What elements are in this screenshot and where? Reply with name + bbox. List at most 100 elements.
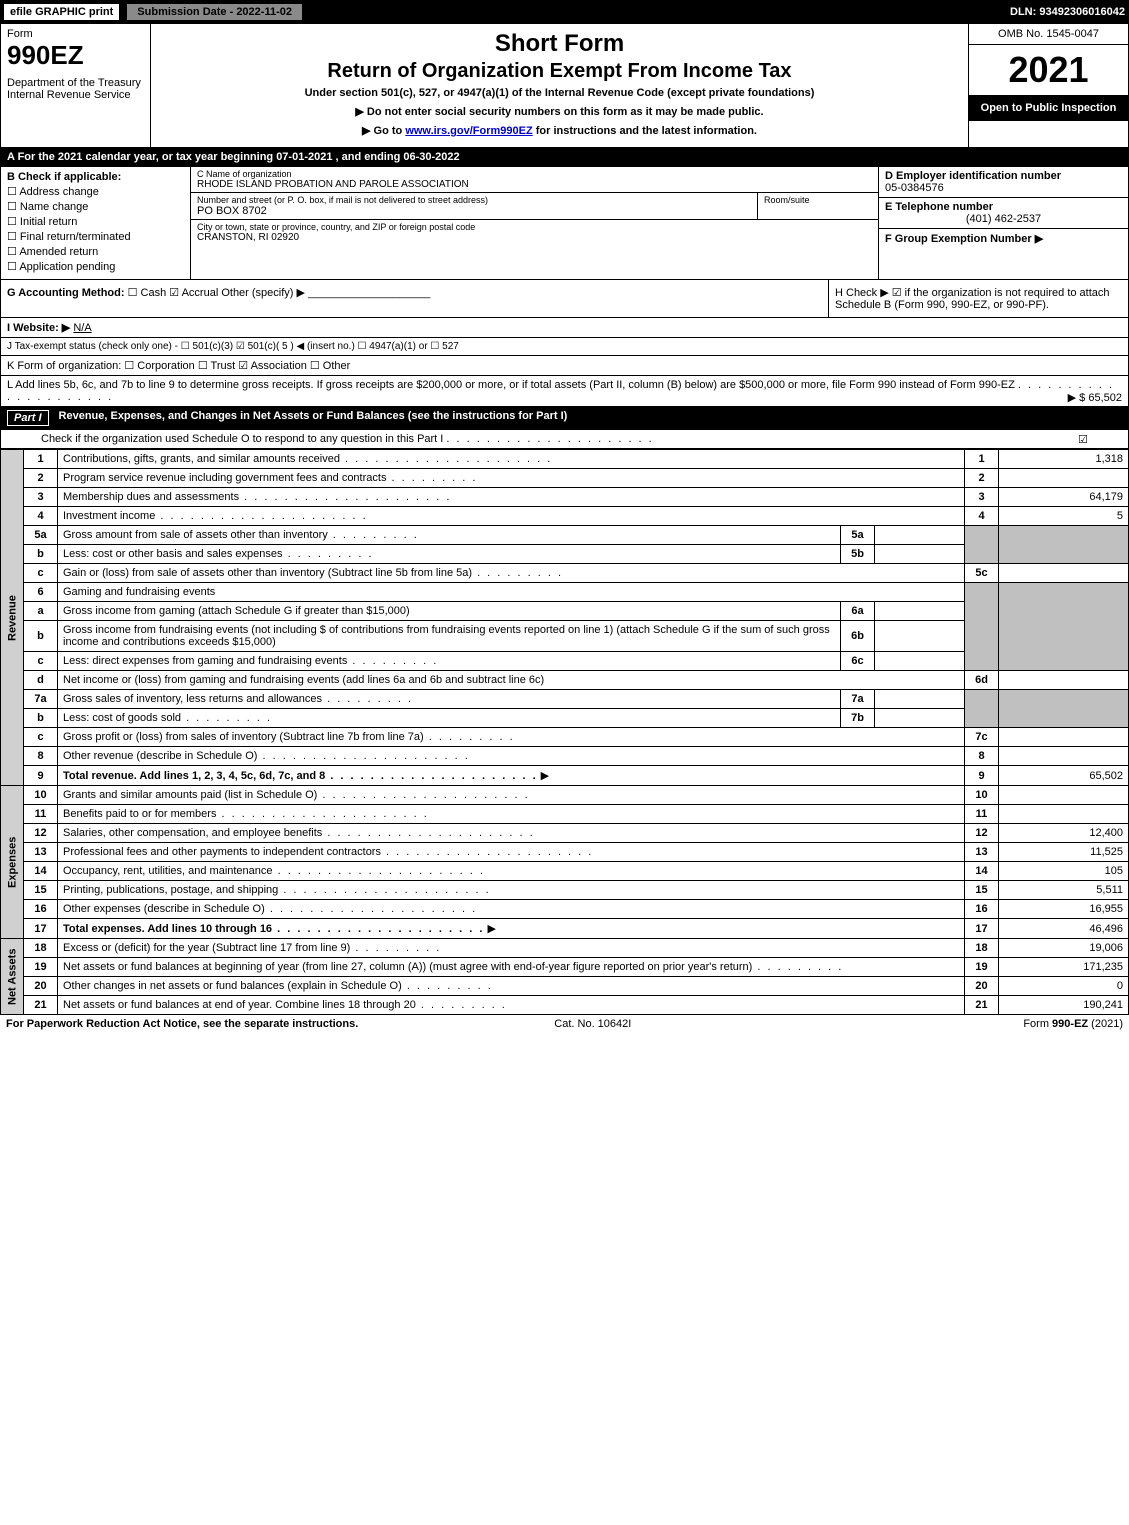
l7b-desc: Less: cost of goods sold: [58, 709, 841, 728]
line-12: 12 Salaries, other compensation, and emp…: [1, 824, 1129, 843]
l19-col: 19: [965, 958, 999, 977]
line-21: 21 Net assets or fund balances at end of…: [1, 996, 1129, 1015]
l20-desc: Other changes in net assets or fund bala…: [58, 977, 965, 996]
l12-desc: Salaries, other compensation, and employ…: [58, 824, 965, 843]
cb-accrual[interactable]: Accrual: [169, 287, 218, 299]
row-k: K Form of organization: ☐ Corporation ☐ …: [0, 356, 1129, 376]
efile-label[interactable]: efile GRAPHIC print: [4, 4, 119, 20]
header-left: Form 990EZ Department of the Treasury In…: [1, 24, 151, 147]
l3-desc: Membership dues and assessments: [58, 488, 965, 507]
l5a-subval: [875, 526, 965, 545]
l10-desc: Grants and similar amounts paid (list in…: [58, 786, 965, 805]
line-5b: b Less: cost or other basis and sales ex…: [1, 545, 1129, 564]
l6abc-shade-val: [999, 583, 1129, 671]
part1-check-dots: [446, 433, 653, 445]
l18-desc: Excess or (deficit) for the year (Subtra…: [58, 939, 965, 958]
l7c-num: c: [24, 728, 58, 747]
l13-num: 13: [24, 843, 58, 862]
l12-val: 12,400: [999, 824, 1129, 843]
row-h: H Check ▶ ☑ if the organization is not r…: [828, 280, 1128, 317]
line-7c: c Gross profit or (loss) from sales of i…: [1, 728, 1129, 747]
l16-col: 16: [965, 900, 999, 919]
l6b-sub: 6b: [841, 621, 875, 652]
phone-value: (401) 462-2537: [885, 213, 1122, 225]
line-19: 19 Net assets or fund balances at beginn…: [1, 958, 1129, 977]
l5c-desc: Gain or (loss) from sale of assets other…: [58, 564, 965, 583]
l19-desc: Net assets or fund balances at beginning…: [58, 958, 965, 977]
l5c-num: c: [24, 564, 58, 583]
line-5c: c Gain or (loss) from sale of assets oth…: [1, 564, 1129, 583]
c-name-label: C Name of organization: [197, 169, 872, 179]
line-5a: 5a Gross amount from sale of assets othe…: [1, 526, 1129, 545]
l4-desc: Investment income: [58, 507, 965, 526]
cb-amended-return[interactable]: Amended return: [7, 245, 184, 258]
ein-value: 05-0384576: [885, 182, 944, 194]
l7a-num: 7a: [24, 690, 58, 709]
l6d-val: [999, 671, 1129, 690]
cb-final-return[interactable]: Final return/terminated: [7, 230, 184, 243]
l7a-sub: 7a: [841, 690, 875, 709]
l13-desc: Professional fees and other payments to …: [58, 843, 965, 862]
l15-num: 15: [24, 881, 58, 900]
l14-desc: Occupancy, rent, utilities, and maintena…: [58, 862, 965, 881]
section-bcdef: B Check if applicable: Address change Na…: [0, 167, 1129, 280]
b-title: B Check if applicable:: [7, 171, 184, 183]
l6d-col: 6d: [965, 671, 999, 690]
section-f: F Group Exemption Number ▶: [879, 229, 1128, 248]
e-label: E Telephone number: [885, 201, 993, 213]
line-7a: 7a Gross sales of inventory, less return…: [1, 690, 1129, 709]
l7b-subval: [875, 709, 965, 728]
irs-link[interactable]: www.irs.gov/Form990EZ: [405, 125, 532, 137]
form-number: 990EZ: [7, 40, 144, 71]
l9-desc: Total revenue. Add lines 1, 2, 3, 4, 5c,…: [58, 766, 965, 786]
line-11: 11 Benefits paid to or for members 11: [1, 805, 1129, 824]
line-18: Net Assets 18 Excess or (deficit) for th…: [1, 939, 1129, 958]
l15-val: 5,511: [999, 881, 1129, 900]
section-e: E Telephone number (401) 462-2537: [879, 198, 1128, 229]
f-label: F Group Exemption Number ▶: [885, 233, 1043, 245]
page-footer: For Paperwork Reduction Act Notice, see …: [0, 1015, 1129, 1033]
column-def: D Employer identification number 05-0384…: [878, 167, 1128, 279]
l10-val: [999, 786, 1129, 805]
l5c-col: 5c: [965, 564, 999, 583]
l17-col: 17: [965, 919, 999, 939]
header-right: OMB No. 1545-0047 2021 Open to Public In…: [968, 24, 1128, 147]
short-form-title: Short Form: [159, 30, 960, 58]
row-gh: G Accounting Method: Cash Accrual Other …: [0, 280, 1129, 318]
l5a-sub: 5a: [841, 526, 875, 545]
l20-col: 20: [965, 977, 999, 996]
line-13: 13 Professional fees and other payments …: [1, 843, 1129, 862]
cb-initial-return[interactable]: Initial return: [7, 215, 184, 228]
cb-name-change[interactable]: Name change: [7, 200, 184, 213]
l14-num: 14: [24, 862, 58, 881]
l13-val: 11,525: [999, 843, 1129, 862]
cb-cash[interactable]: Cash: [128, 287, 167, 299]
line-6c: c Less: direct expenses from gaming and …: [1, 652, 1129, 671]
c-room-label: Room/suite: [764, 195, 872, 205]
l11-num: 11: [24, 805, 58, 824]
cb-application-pending[interactable]: Application pending: [7, 260, 184, 273]
l16-desc: Other expenses (describe in Schedule O): [58, 900, 965, 919]
line-14: 14 Occupancy, rent, utilities, and maint…: [1, 862, 1129, 881]
cb-address-change[interactable]: Address change: [7, 185, 184, 198]
footer-right: Form 990-EZ (2021): [1023, 1018, 1123, 1030]
dln-label: DLN: 93492306016042: [1010, 6, 1125, 18]
row-i: I Website: ▶ N/A: [0, 318, 1129, 338]
l14-col: 14: [965, 862, 999, 881]
l5a-desc: Gross amount from sale of assets other t…: [58, 526, 841, 545]
part1-checkbox[interactable]: ☑: [1078, 433, 1088, 446]
l10-num: 10: [24, 786, 58, 805]
g-label: G Accounting Method:: [7, 287, 125, 299]
department: Department of the Treasury Internal Reve…: [7, 77, 144, 101]
l7b-num: b: [24, 709, 58, 728]
form-word: Form: [7, 28, 144, 40]
l12-num: 12: [24, 824, 58, 843]
goto-note: ▶ Go to www.irs.gov/Form990EZ for instru…: [159, 124, 960, 137]
l7a-desc: Gross sales of inventory, less returns a…: [58, 690, 841, 709]
line-4: 4 Investment income 4 5: [1, 507, 1129, 526]
l6c-num: c: [24, 652, 58, 671]
open-inspection: Open to Public Inspection: [969, 95, 1128, 121]
line-6a: a Gross income from gaming (attach Sched…: [1, 602, 1129, 621]
l20-val: 0: [999, 977, 1129, 996]
l4-num: 4: [24, 507, 58, 526]
